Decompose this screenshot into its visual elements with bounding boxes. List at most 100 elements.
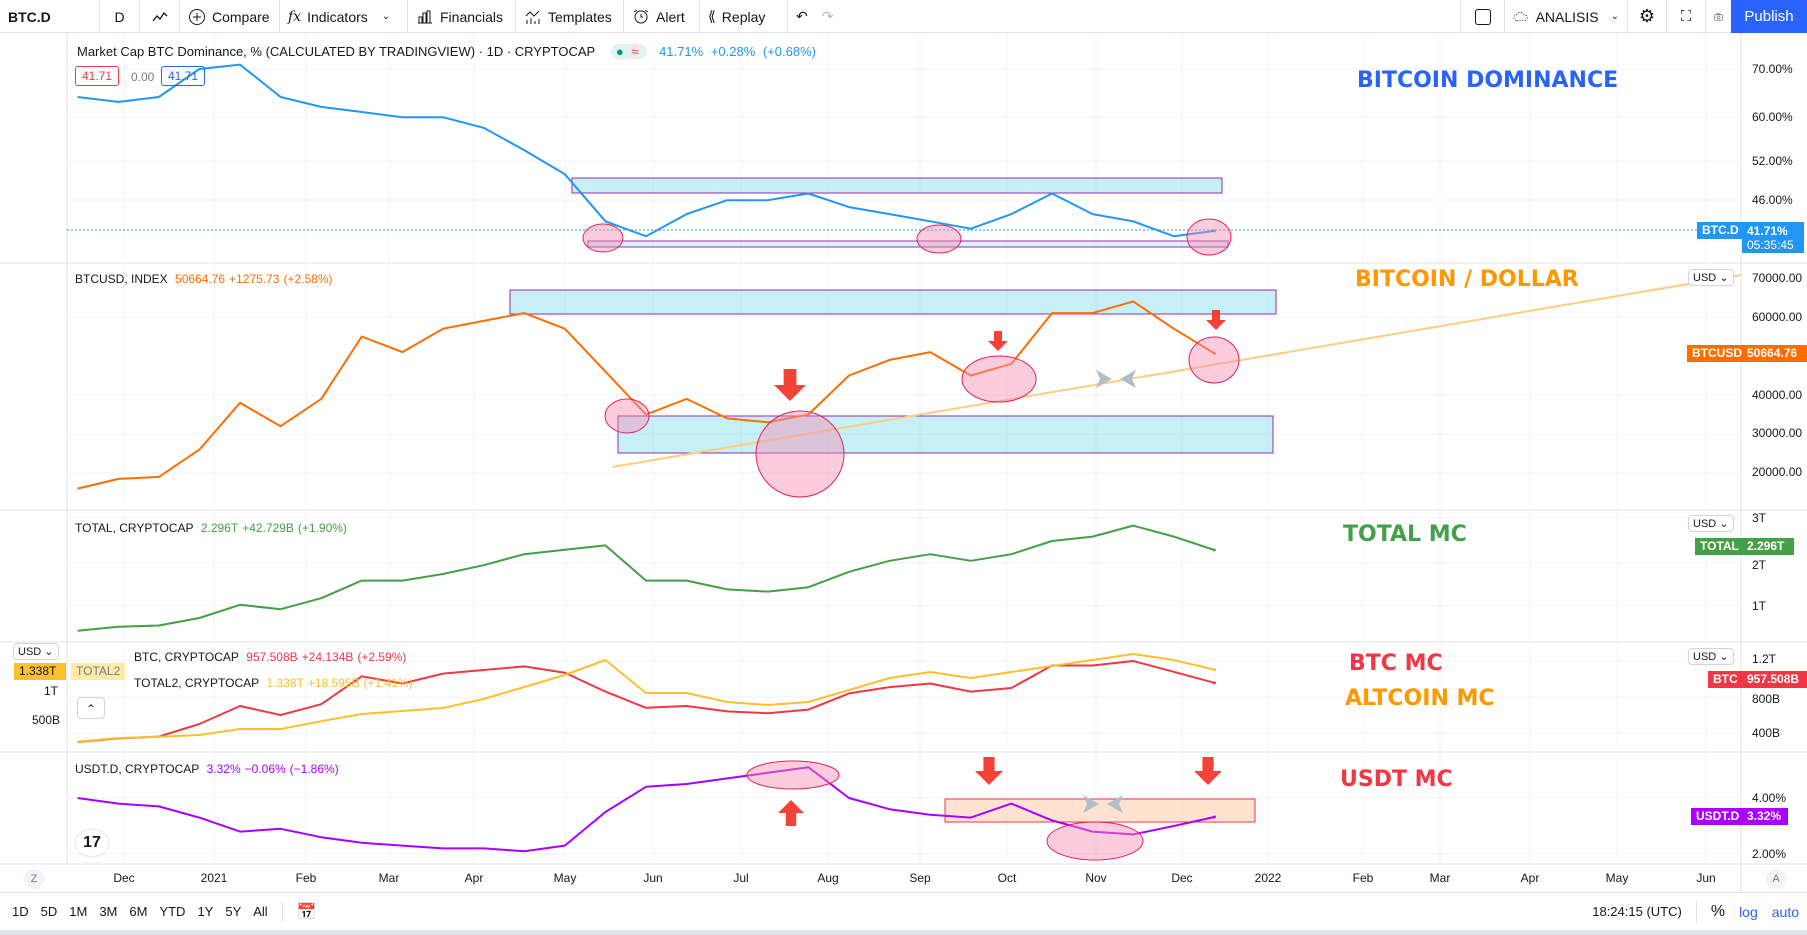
undo-icon[interactable]: ↶ (796, 8, 808, 24)
publish-button[interactable]: Publish (1731, 0, 1807, 33)
buy-price-box[interactable]: 41.71 (161, 66, 206, 86)
sell-price-box[interactable]: 41.71 (75, 66, 120, 86)
layout-name-button[interactable]: ANALISIS ⌄ (1505, 0, 1628, 33)
currency-label: USD (1693, 651, 1717, 663)
replay-icon: ⟪ (708, 8, 716, 24)
settings-button[interactable]: ⚙ (1628, 0, 1667, 33)
btcmc-name-tag: BTC (1708, 671, 1743, 688)
templates-icon (525, 10, 540, 24)
symbol-search-button[interactable]: BTC.D (0, 0, 100, 33)
axis-tick: 70000.00 (1752, 271, 1803, 285)
fullscreen-icon: ⛶ (1680, 8, 1692, 25)
indicators-button[interactable]: fx Indicators ⌄ (280, 0, 408, 33)
range-button-1d[interactable]: 1D (12, 904, 29, 919)
highlight-ellipse (1188, 336, 1240, 384)
fullscreen-button[interactable]: ⛶ (1667, 0, 1706, 33)
range-button-6m[interactable]: 6M (129, 904, 148, 919)
support-box (617, 415, 1274, 454)
tradingview-logo[interactable]: 17 (76, 830, 108, 856)
currency-select[interactable]: USD ⌄ (1688, 269, 1734, 286)
currency-select[interactable]: USD ⌄ (1688, 648, 1734, 665)
replay-label: Replay (721, 8, 766, 25)
alert-button[interactable]: Alert (624, 0, 700, 33)
total-change-pct: (+1.90%) (297, 521, 347, 535)
note-btc-mc[interactable]: BTC MC (1349, 651, 1443, 676)
cloud-icon (1513, 11, 1528, 21)
left-currency-select[interactable]: USD ⌄ (13, 643, 59, 660)
chart-type-button[interactable] (140, 0, 180, 33)
left-axis-tick: 1T (44, 684, 59, 698)
usdt-title: USDT.D, CRYPTOCAP (75, 762, 200, 776)
dominance-line (77, 63, 1215, 238)
axis-tick: 800B (1752, 692, 1781, 706)
total-price-tag: 2.296T (1742, 538, 1794, 555)
range-button-3m[interactable]: 3M (99, 904, 118, 919)
financials-button[interactable]: Financials (408, 0, 516, 33)
note-usdt-mc[interactable]: USDT MC (1340, 767, 1453, 792)
auto-scale-button[interactable]: A (1766, 869, 1786, 889)
highlight-ellipse (746, 760, 840, 790)
templates-button[interactable]: Templates (516, 0, 624, 33)
arrow-down-icon (975, 757, 1003, 785)
log-scale-toggle[interactable]: log (1739, 903, 1758, 920)
arrow-down-icon (1194, 757, 1222, 785)
auto-scale-toggle[interactable]: auto (1771, 903, 1799, 920)
highlight-ellipse (604, 398, 650, 434)
currency-select[interactable]: USD ⌄ (1688, 515, 1734, 532)
percent-scale-toggle[interactable]: % (1710, 902, 1726, 920)
usdt-price-tag: 3.32% (1742, 808, 1788, 825)
total2-change: +18.595B (307, 676, 360, 690)
range-button-5d[interactable]: 5D (40, 904, 58, 919)
axis-tick: 70.00% (1752, 62, 1793, 76)
time-axis-label: 2021 (200, 871, 228, 885)
note-bitcoin-dominance[interactable]: BITCOIN DOMINANCE (1357, 68, 1619, 93)
note-altcoin-mc[interactable]: ALTCOIN MC (1345, 686, 1495, 711)
range-button-ytd[interactable]: YTD (159, 904, 186, 919)
btcusd-change-pct: (+2.58%) (283, 272, 333, 286)
line-chart-icon (151, 11, 167, 21)
screenshot-button[interactable] (1706, 0, 1731, 33)
compare-button[interactable]: Compare (180, 0, 280, 33)
note-bitcoin-dollar[interactable]: BITCOIN / DOLLAR (1355, 267, 1579, 292)
btcd-price: 41.71% (1747, 224, 1788, 238)
select-layout-button[interactable] (1460, 0, 1505, 33)
goto-date-icon[interactable]: 📅 (296, 903, 317, 921)
axis-tick: 400B (1752, 726, 1781, 740)
time-axis-label: Feb (295, 871, 317, 885)
clock[interactable]: 18:24:15 (UTC) (1592, 904, 1682, 919)
arrow-up-icon (778, 800, 804, 826)
btcusd-change: +1275.73 (229, 272, 280, 286)
axis-tick: 52.00% (1752, 154, 1793, 168)
axis-tick: 4.00% (1752, 791, 1787, 805)
collapse-legend-button[interactable]: ⌃ (77, 697, 105, 719)
templates-label: Templates (548, 8, 612, 25)
total2-left-price-tag: 1.338T (14, 663, 66, 680)
series-last-point (1212, 668, 1216, 672)
range-button-5y[interactable]: 5Y (225, 904, 242, 919)
interval-button[interactable]: D (100, 0, 140, 33)
chevron-down-icon[interactable]: ⌄ (381, 11, 391, 22)
note-total-mc[interactable]: TOTAL MC (1343, 522, 1467, 547)
usdt-legend: USDT.D, CRYPTOCAP 3.32% −0.06% (−1.86%) (75, 762, 343, 776)
spread-value: 0.00 (131, 70, 155, 84)
btcmc-title: BTC, CRYPTOCAP (134, 650, 239, 664)
highlight-ellipse (961, 355, 1037, 403)
redo-icon[interactable]: ↷ (821, 8, 834, 24)
time-axis-label: Apr (1520, 871, 1540, 885)
chart-canvas[interactable] (0, 0, 1807, 892)
square-icon (1474, 8, 1491, 25)
timezone-button[interactable]: Z (24, 869, 44, 889)
total-title: TOTAL, CRYPTOCAP (75, 521, 194, 535)
range-button-1m[interactable]: 1M (69, 904, 88, 919)
range-button-all[interactable]: All (253, 904, 268, 919)
range-button-1y[interactable]: 1Y (197, 904, 214, 919)
btcd-name-tag: BTC.D (1697, 222, 1744, 239)
replay-button[interactable]: ⟪ Replay (700, 0, 788, 33)
market-status-badge[interactable]: ● ≈ (610, 44, 648, 59)
axis-tick: 20000.00 (1752, 465, 1803, 479)
highlight-ellipse (582, 223, 624, 253)
support-box (587, 240, 1229, 248)
time-axis-label: Dec (1171, 871, 1193, 885)
camera-icon (1714, 13, 1723, 20)
fx-icon: fx (288, 8, 302, 25)
